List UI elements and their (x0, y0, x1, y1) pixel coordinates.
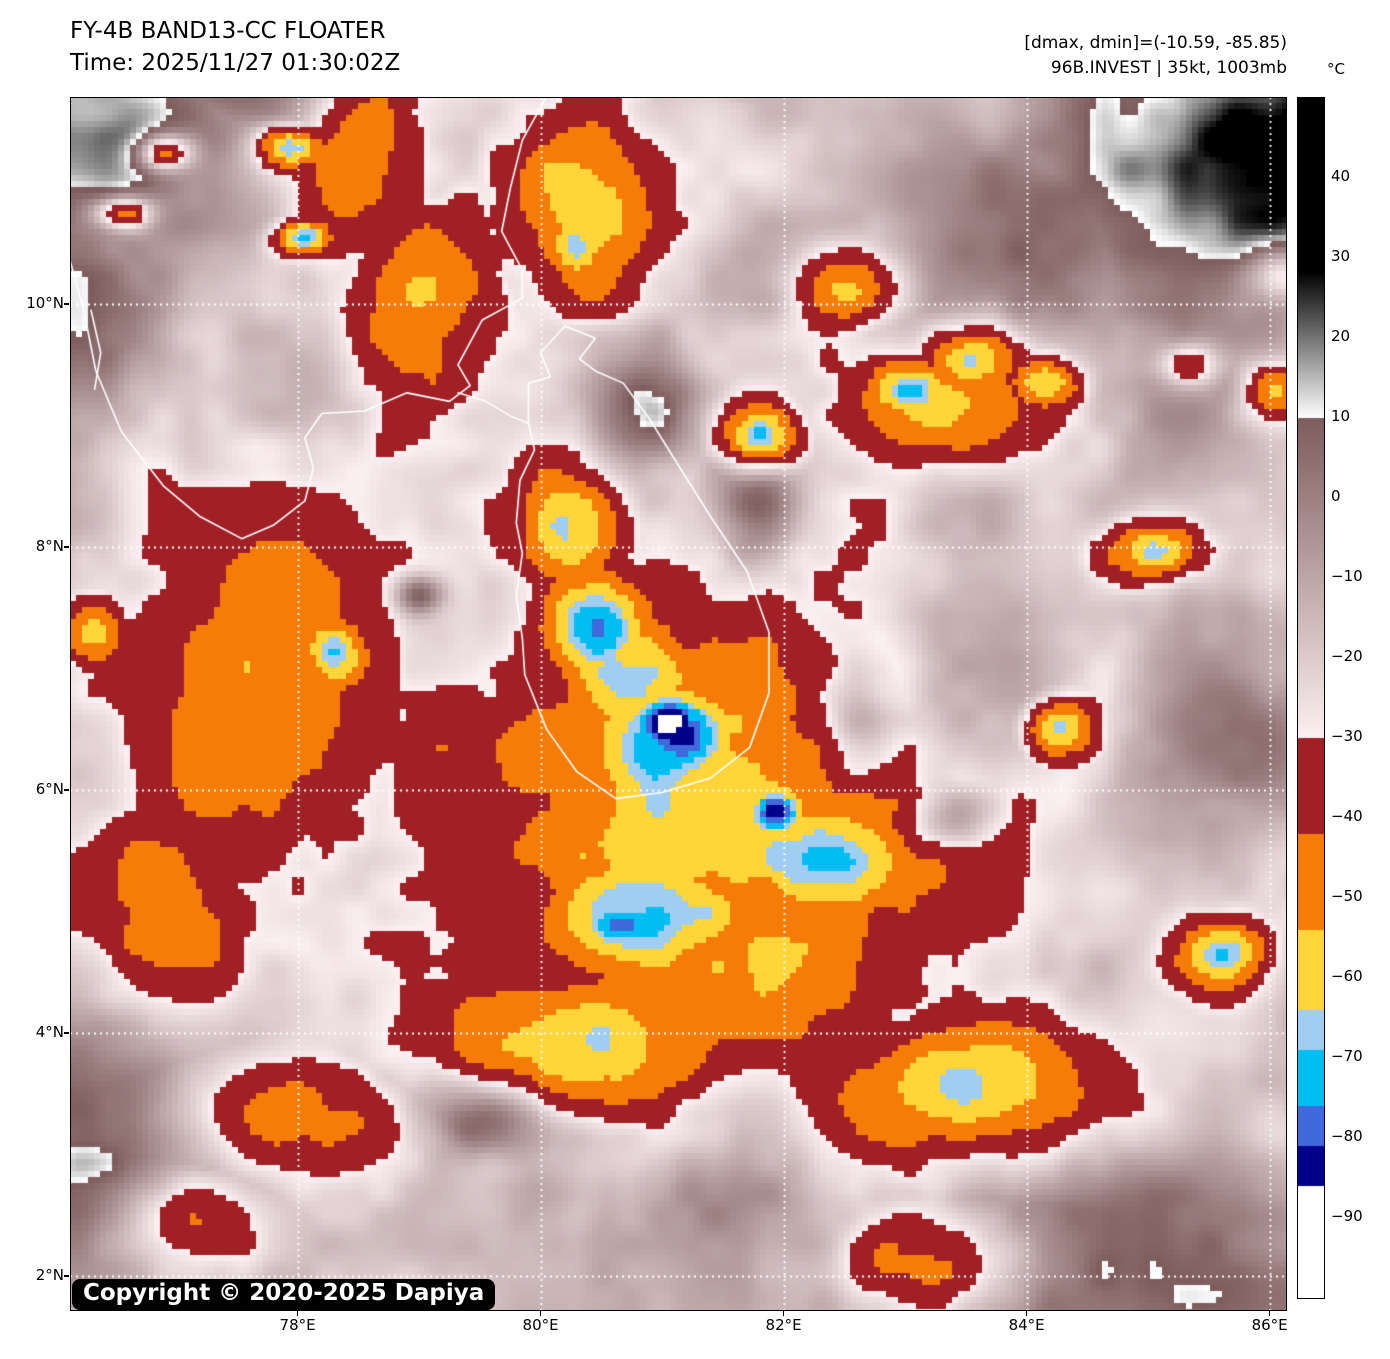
y-axis-tick-mark (64, 303, 69, 305)
y-axis-tick-mark (64, 789, 69, 791)
colorbar-tick-label: 40 (1331, 167, 1351, 185)
product-timestamp: Time: 2025/11/27 01:30:02Z (70, 50, 401, 76)
colorbar-tick-label: −70 (1331, 1047, 1363, 1065)
y-axis-tick-label: 4°N (35, 1023, 64, 1042)
y-axis-tick-mark (64, 1275, 69, 1277)
colorbar-tick-label: −30 (1331, 727, 1363, 745)
x-axis-tick-label: 86°E (1251, 1316, 1288, 1334)
x-axis-tick-mark (1268, 1311, 1271, 1316)
colorbar-canvas (1298, 98, 1324, 1298)
dmax-dmin-annotation: [dmax, dmin]=(-10.59, -85.85) (1024, 33, 1287, 53)
y-axis-tick-label: 2°N (35, 1266, 64, 1285)
colorbar-tick-label: 10 (1331, 407, 1351, 425)
storm-info-annotation: 96B.INVEST | 35kt, 1003mb (1050, 58, 1287, 78)
header-annotations: [dmax, dmin]=(-10.59, -85.85) 96B.INVEST… (700, 31, 1287, 81)
colorbar-tick-label: 30 (1331, 247, 1351, 265)
x-axis-tick-label: 80°E (522, 1316, 559, 1334)
x-axis-tick-mark (296, 1311, 299, 1316)
y-axis-tick-label: 10°N (26, 294, 64, 313)
copyright-badge: Copyright © 2020-2025 Dapiya (72, 1279, 496, 1310)
colorbar-tick-label: −90 (1331, 1207, 1363, 1225)
colorbar-tick-label: −60 (1331, 967, 1363, 985)
y-axis-tick-label: 6°N (35, 780, 64, 799)
y-axis-tick-mark (64, 546, 69, 548)
colorbar-tick-label: −80 (1331, 1127, 1363, 1145)
x-axis-tick-label: 84°E (1008, 1316, 1045, 1334)
colorbar-tick-label: −40 (1331, 807, 1363, 825)
x-axis-tick-mark (782, 1311, 785, 1316)
y-axis-tick-mark (64, 1032, 69, 1034)
x-axis-tick-mark (539, 1311, 542, 1316)
colorbar-tick-label: 0 (1331, 487, 1341, 505)
y-axis-tick-label: 8°N (35, 537, 64, 556)
colorbar-tick-label: −20 (1331, 647, 1363, 665)
colorbar (1297, 97, 1325, 1299)
product-title: FY-4B BAND13-CC FLOATER (70, 18, 386, 44)
colorbar-tick-label: 20 (1331, 327, 1351, 345)
satellite-ir-map (70, 97, 1287, 1311)
map-plot-area: Copyright © 2020-2025 Dapiya (70, 97, 1287, 1311)
colorbar-unit-label: °C (1327, 60, 1345, 78)
colorbar-tick-label: −50 (1331, 887, 1363, 905)
x-axis-tick-mark (1025, 1311, 1028, 1316)
x-axis-tick-label: 82°E (765, 1316, 802, 1334)
x-axis-tick-label: 78°E (279, 1316, 316, 1334)
colorbar-tick-label: −10 (1331, 567, 1363, 585)
